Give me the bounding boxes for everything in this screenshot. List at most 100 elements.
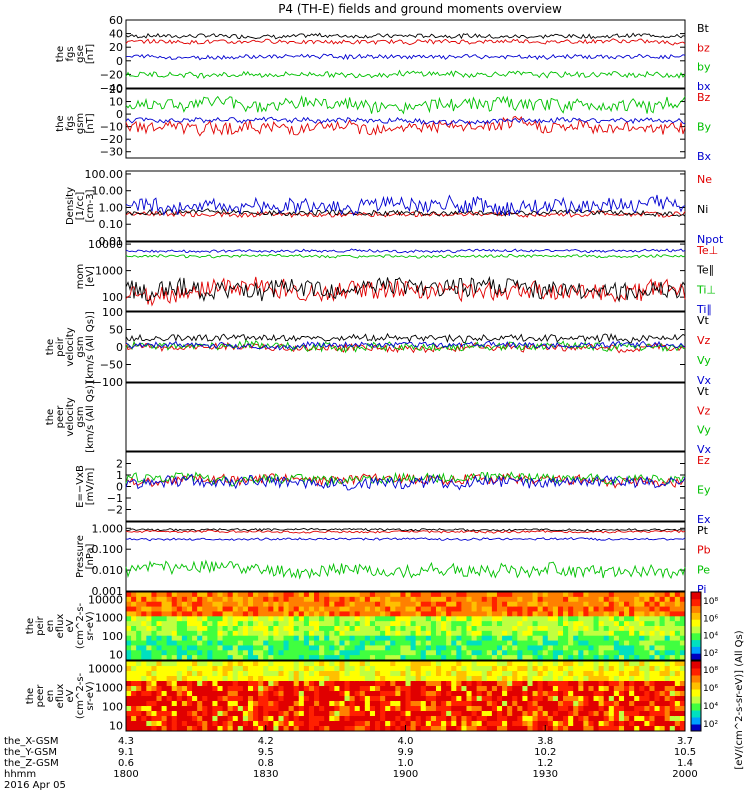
heatmap-cell: [542, 701, 549, 707]
heatmap-cell: [390, 721, 396, 727]
heatmap-cell: [527, 611, 534, 617]
heatmap-cell: [603, 606, 610, 612]
heatmap-cell: [339, 645, 346, 651]
heatmap-cell: [126, 640, 132, 646]
heatmap-cell: [603, 661, 610, 667]
heatmap-cell: [415, 596, 422, 603]
heatmap-cell: [598, 592, 605, 598]
heatmap-cell: [491, 681, 498, 687]
heatmap-cell: [288, 701, 295, 707]
heatmap-cell: [253, 655, 259, 661]
heatmap-cell: [186, 696, 193, 702]
heatmap-cell: [375, 666, 381, 672]
heatmap-cell: [598, 650, 605, 656]
heatmap-cell: [593, 661, 600, 667]
colorbar-segment: [691, 668, 701, 676]
heatmap-cell: [237, 661, 244, 667]
heatmap-cell: [161, 726, 168, 732]
heatmap-cell: [456, 691, 462, 697]
heatmap-cell: [573, 711, 579, 717]
heatmap-cell: [618, 592, 625, 598]
heatmap-cell: [131, 616, 137, 622]
heatmap-cell: [522, 671, 528, 677]
heatmap-cell: [364, 676, 371, 682]
heatmap-cell: [420, 696, 427, 702]
heatmap-cell: [578, 661, 584, 667]
heatmap-cell: [613, 645, 620, 651]
heatmap-cell: [217, 681, 224, 687]
heatmap-cell: [161, 711, 168, 717]
legend-entry: Vz: [697, 404, 711, 417]
heatmap-cell: [629, 696, 635, 702]
heatmap-cell: [227, 696, 234, 702]
heatmap-cell: [151, 640, 157, 646]
heatmap-cell: [425, 696, 432, 702]
heatmap-cell: [568, 711, 574, 717]
heatmap-cell: [537, 676, 544, 682]
heatmap-cell: [415, 635, 422, 642]
heatmap-cell: [547, 621, 554, 627]
heatmap-cell: [380, 626, 386, 632]
y-label-line: velocity: [65, 327, 76, 366]
heatmap-cell: [207, 676, 213, 682]
heatmap-cell: [303, 726, 310, 732]
heatmap-cell: [634, 601, 640, 608]
heatmap-cell: [339, 606, 346, 612]
series-bx-line: [125, 53, 686, 61]
heatmap-cell: [624, 696, 630, 702]
heatmap-cell: [624, 716, 630, 722]
heatmap-cell: [476, 666, 483, 672]
heatmap-cell: [674, 666, 681, 672]
heatmap-cell: [359, 691, 366, 697]
heatmap-cell: [573, 676, 579, 682]
heatmap-cell: [522, 686, 528, 692]
heatmap-cell: [634, 621, 640, 627]
heatmap-cell: [400, 626, 406, 632]
heatmap-cell: [197, 616, 203, 622]
heatmap-cell: [400, 606, 406, 612]
heatmap-cell: [263, 616, 269, 622]
heatmap-cell: [319, 630, 325, 637]
heatmap-cell: [354, 640, 361, 646]
heatmap-cell: [339, 630, 346, 637]
heatmap-cell: [410, 596, 417, 603]
heatmap-cell: [512, 640, 518, 646]
heatmap-cell: [649, 655, 656, 661]
heatmap-cell: [329, 592, 335, 598]
heatmap-cell: [456, 681, 462, 687]
heatmap-cell: [674, 606, 681, 612]
heatmap-cell: [517, 686, 523, 692]
heatmap-cell: [425, 645, 432, 651]
heatmap-cell: [131, 655, 137, 661]
heatmap-cell: [532, 630, 539, 637]
heatmap-cell: [512, 611, 518, 617]
x-tick-label: 1900: [393, 769, 418, 780]
heatmap-cell: [369, 592, 376, 598]
heatmap-cell: [502, 671, 508, 677]
heatmap-cell: [481, 686, 488, 692]
heatmap-cell: [512, 616, 518, 622]
heatmap-cell: [435, 640, 442, 646]
y-axis-label: E=−VxB [mV/m]: [75, 465, 96, 508]
heatmap-cell: [186, 676, 193, 682]
heatmap-cell: [364, 621, 371, 627]
heatmap-cell: [242, 596, 249, 603]
heatmap-cell: [176, 630, 183, 637]
heatmap-cell: [314, 701, 320, 707]
heatmap-cell: [334, 661, 340, 667]
heatmap-cell: [435, 681, 442, 687]
heatmap-cell: [532, 611, 539, 617]
heatmap-cell: [446, 686, 452, 692]
heatmap-cell: [380, 676, 386, 682]
heatmap-cell: [507, 716, 513, 722]
heatmap-cell: [171, 666, 178, 672]
heatmap-cell: [283, 686, 290, 692]
heatmap-cell: [308, 666, 315, 672]
heatmap-cell: [329, 681, 335, 687]
heatmap-cell: [390, 701, 396, 707]
heatmap-cell: [273, 640, 279, 646]
heatmap-cell: [146, 721, 152, 727]
heatmap-cell: [156, 630, 163, 637]
heatmap-cell: [471, 601, 478, 608]
x-tick-label: 0.8: [258, 758, 274, 769]
